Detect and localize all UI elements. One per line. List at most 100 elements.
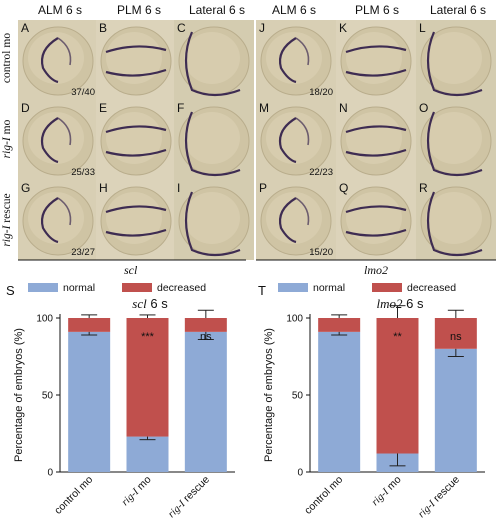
embryo-panel: P 15/20 bbox=[256, 180, 336, 260]
col-header-plm-right: PLM 6 s bbox=[354, 3, 399, 17]
bar-decreased bbox=[318, 318, 361, 332]
embryo-count: 18/20 bbox=[309, 87, 333, 98]
bar-decreased bbox=[376, 318, 419, 454]
y-tick-label: 100 bbox=[36, 314, 53, 325]
panel-letter-t: T bbox=[258, 283, 266, 298]
panel-letter: J bbox=[259, 21, 265, 35]
panel-letter: P bbox=[259, 181, 268, 195]
x-tick-label: rig-I rescue bbox=[416, 474, 463, 521]
panel-letter: R bbox=[419, 181, 428, 195]
embryo-panel: L bbox=[416, 20, 496, 100]
x-tick-label: rig-I rescue bbox=[166, 474, 213, 521]
x-tick-label: control mo bbox=[302, 474, 345, 517]
embryo-panel: E bbox=[96, 100, 176, 180]
y-axis-label: Percentage of embryos (%) bbox=[13, 328, 25, 462]
bar-decreased bbox=[126, 318, 169, 437]
panel-letter: G bbox=[21, 181, 31, 195]
embryo-panel: M 22/23 bbox=[256, 100, 336, 180]
bar-normal bbox=[434, 348, 477, 472]
x-tick-label-text: rescue bbox=[429, 474, 462, 507]
embryo-panel: K bbox=[336, 20, 416, 100]
embryo-panel: A 37/40 bbox=[18, 20, 98, 100]
x-tick-label: control mo bbox=[52, 474, 95, 517]
embryo-panel: F bbox=[174, 100, 254, 180]
col-header-alm-right: ALM 6 s bbox=[271, 3, 316, 17]
legend-swatch-decreased bbox=[122, 283, 152, 292]
col-header-plm-left: PLM 6 s bbox=[116, 3, 161, 17]
y-tick-label: 0 bbox=[47, 468, 53, 479]
x-tick-label-text: rescue bbox=[179, 474, 212, 507]
legend-label-decreased: decreased bbox=[407, 282, 456, 294]
embryo-panel: H bbox=[96, 180, 176, 260]
chart-title: scl 6 s bbox=[132, 296, 168, 311]
bar-normal bbox=[126, 436, 169, 472]
y-tick-label: 50 bbox=[42, 391, 54, 402]
legend-swatch-decreased bbox=[372, 283, 402, 292]
legend-label-normal: normal bbox=[63, 282, 95, 294]
embryo-count: 37/40 bbox=[71, 87, 95, 98]
col-header-lateral-left: Lateral 6 s bbox=[188, 3, 246, 17]
embryo-panel: N bbox=[336, 100, 416, 180]
y-tick-label: 50 bbox=[292, 391, 304, 402]
embryo-count: 15/20 bbox=[309, 247, 333, 258]
embryo-panel: R bbox=[416, 180, 496, 260]
x-tick-label-text: control mo bbox=[52, 474, 95, 517]
embryo-panel: Q bbox=[336, 180, 416, 260]
panel-letter: I bbox=[177, 181, 181, 195]
bar-decreased bbox=[68, 318, 111, 332]
bar-decreased bbox=[434, 318, 477, 349]
panel-letter: O bbox=[419, 101, 429, 115]
legend-swatch-normal bbox=[278, 283, 308, 292]
chart-title-suffix: 6 s bbox=[147, 296, 168, 311]
legend-swatch-normal bbox=[28, 283, 58, 292]
row-label-rig-i-mo: rig-I mo bbox=[1, 119, 13, 159]
legend-label-decreased: decreased bbox=[157, 282, 206, 294]
embryo-panel: O bbox=[416, 100, 496, 180]
panel-letter: N bbox=[339, 101, 348, 115]
bar-decreased bbox=[184, 318, 227, 332]
legend-label-normal: normal bbox=[313, 282, 345, 294]
gene-label-lmo2: lmo2 bbox=[364, 263, 388, 277]
panel-letter: M bbox=[259, 101, 269, 115]
chart-scl: normal decreased scl 6 s 0 50 100 Percentage o… bbox=[13, 282, 235, 521]
embryo-panel: G 23/27 bbox=[18, 180, 98, 260]
panel-letter: B bbox=[99, 21, 108, 35]
significance-label: ** bbox=[393, 331, 402, 343]
col-header-alm-left: ALM 6 s bbox=[37, 3, 82, 17]
panel-letter: H bbox=[99, 181, 108, 195]
x-tick-label: rig-I mo bbox=[369, 474, 404, 509]
embryo-count: 22/23 bbox=[309, 167, 333, 178]
x-tick-label-text: control mo bbox=[302, 474, 345, 517]
panel-letter: K bbox=[339, 21, 348, 35]
row-label-control: control mo bbox=[1, 32, 13, 84]
panel-letter: L bbox=[419, 21, 426, 35]
embryo-panel: B bbox=[96, 20, 176, 100]
embryo-panel: J 18/20 bbox=[256, 20, 336, 100]
chart-title-suffix: 6 s bbox=[403, 296, 424, 311]
bar-normal bbox=[68, 331, 111, 472]
chart-title-gene: scl bbox=[132, 296, 147, 311]
embryo-count: 23/27 bbox=[71, 247, 95, 258]
embryo-panel: D 25/33 bbox=[18, 100, 98, 180]
row-label-rig-i-rescue: rig-I rescue bbox=[1, 193, 13, 247]
y-tick-label: 0 bbox=[297, 468, 303, 479]
bar-normal bbox=[318, 331, 361, 472]
x-tick-label: rig-I mo bbox=[119, 474, 154, 509]
significance-label: *** bbox=[141, 331, 155, 343]
col-header-lateral-right: Lateral 6 s bbox=[429, 3, 487, 17]
embryo-panel: I bbox=[174, 180, 254, 260]
embryo-panel: C bbox=[174, 20, 254, 100]
chart-title: lmo2 6 s bbox=[377, 296, 424, 311]
panel-letter: D bbox=[21, 101, 30, 115]
panel-letter: A bbox=[21, 21, 30, 35]
significance-label: ns bbox=[200, 331, 212, 343]
chart-title-gene: lmo2 bbox=[377, 296, 404, 311]
panel-letter: Q bbox=[339, 181, 349, 195]
panel-letter: C bbox=[177, 21, 186, 35]
gene-label-scl: scl bbox=[124, 263, 138, 277]
bar-normal bbox=[184, 331, 227, 472]
y-axis-label: Percentage of embryos (%) bbox=[263, 328, 275, 462]
gene-brackets bbox=[18, 259, 496, 261]
embryo-count: 25/33 bbox=[71, 167, 95, 178]
